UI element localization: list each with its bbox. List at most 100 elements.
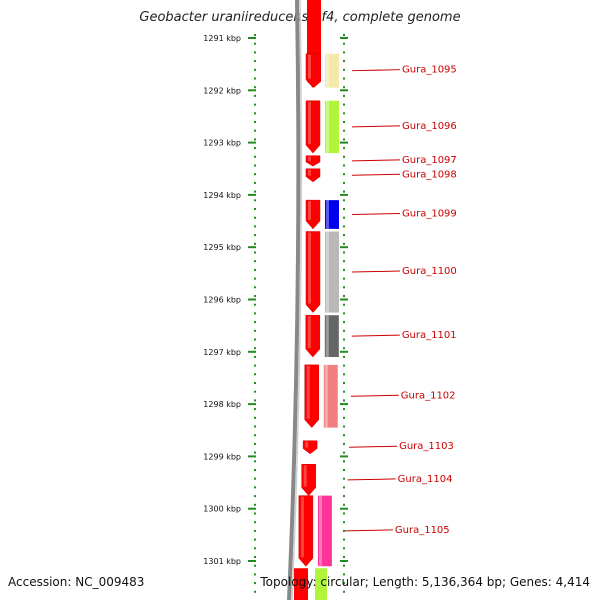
ruler-minor-tick [254,34,256,36]
ruler-minor-tick [254,521,256,524]
cds-arrow-shine [308,54,311,79]
ruler-minor-tick [254,460,256,463]
track-minor-tick [343,94,345,97]
ruler-minor-tick [254,242,256,245]
track-minor-tick [343,129,345,132]
ruler-minor-tick [254,121,256,123]
ruler-tick-label: 1299 kbp [203,452,241,461]
track-minor-tick [343,147,345,150]
ruler-minor-tick [254,451,256,454]
ruler-minor-tick [254,495,256,498]
ruler-minor-tick [254,512,256,515]
ruler-minor-tick [254,86,256,89]
track-minor-tick [343,234,345,237]
ruler-minor-tick [254,477,256,480]
ruler-minor-tick [254,234,256,237]
track-minor-tick [343,286,345,289]
track-minor-tick [343,68,345,71]
ruler-minor-tick [254,277,256,280]
ruler-tick-label: 1293 kbp [203,139,241,148]
gene-label-leader [347,478,396,481]
cog-block [323,364,338,428]
ruler-minor-tick [254,442,256,445]
gene-label: Gura_1102 [401,390,456,401]
gene-labels: Gura_1095 Gura_1096 Gura_1097 Gura_1098 Gura… [344,65,457,536]
track-minor-tick [343,121,345,123]
gene-label: Gura_1099 [402,209,457,220]
ruler-minor-tick [254,547,256,550]
cog-block-shine [318,495,322,567]
cog-block [325,53,339,88]
ruler-minor-tick [254,225,256,228]
ruler-tick-label: 1301 kbp [203,557,241,566]
cog-block-shine [325,315,329,358]
track-minor-tick [343,347,345,350]
ruler-minor-tick [254,425,256,428]
track-minor-tick [343,155,345,158]
ruler-minor-tick [254,355,256,358]
ruler-minor-tick [254,564,256,567]
cds-arrow-shine [308,232,311,304]
ruler-minor-tick [254,469,256,471]
genome-summary-text: Topology: circular; Length: 5,136,364 bp… [260,575,590,589]
track-minor-tick [343,295,345,297]
track-minor-tick [343,321,345,324]
ruler-minor-tick [254,590,256,593]
track-minor-tick [343,573,345,576]
ruler-minor-tick [254,60,256,63]
gene-label-leader [351,69,401,72]
track-minor-tick [343,547,345,550]
cds-arrow-shine [307,316,311,349]
gene-label-leader [351,125,401,128]
backbone [287,0,303,600]
track-minor-tick [343,329,345,332]
cog-block [325,200,339,229]
cds-arrow-shine [308,169,311,176]
track-minor-tick [343,86,345,89]
ruler-minor-tick [254,260,256,263]
track-minor-tick [343,399,345,402]
track-minor-tick [343,416,345,419]
track-minor-tick [343,225,345,228]
track-minor-tick [343,564,345,567]
cog-block [324,315,339,358]
ruler-minor-tick [254,138,256,141]
track-minor-tick [343,60,345,63]
track-minor-tick [343,277,345,280]
track-minor-tick [343,303,345,306]
ruler-minor-tick [254,147,256,150]
ruler-minor-tick [254,199,256,202]
ruler-minor-tick [254,347,256,350]
track-minor-tick [343,477,345,480]
track-minor-tick [343,199,345,202]
track-minor-tick [343,469,345,471]
cog-block-shine [326,231,329,313]
ruler-minor-tick [254,190,256,193]
ruler-minor-tick [254,573,256,576]
track-minor-tick [343,434,345,437]
cds-arrow-shine [308,101,311,145]
track-minor-tick [343,495,345,498]
track-minor-tick [343,338,345,341]
track-minor-tick [343,460,345,463]
ruler-minor-tick [254,42,256,45]
cds-arrow-shine [305,441,309,448]
ruler-tick-label: 1300 kbp [203,505,241,514]
ruler-minor-tick [254,68,256,71]
kbp-ruler: 1291 kbp 1292 kbp 1293 kbp 1294 kbp 1295 kbp… [203,34,348,593]
track-minor-tick [343,529,345,532]
track-minor-tick [343,173,345,176]
track-minor-tick [343,112,345,115]
gene-label-leader [344,529,393,532]
backbone-highlight [291,0,303,600]
cds-arrow-shine [308,156,311,161]
cog-block [315,568,327,600]
ruler-minor-tick [254,321,256,324]
track-minor-tick [343,181,345,184]
gene-label-leader [351,334,400,337]
track-minor-tick [343,51,345,54]
cog-block-shine [326,200,329,229]
ruler-tick-label: 1295 kbp [203,243,241,252]
track-minor-tick [343,355,345,358]
cds-arrow-shine [308,201,311,220]
